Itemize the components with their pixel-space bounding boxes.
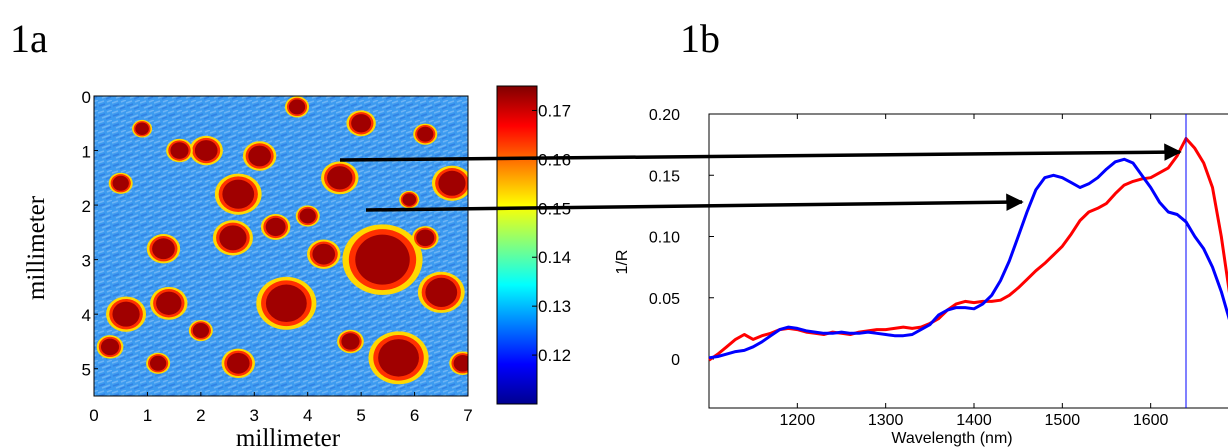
heatmap-y-tick-label: 1 — [82, 143, 91, 162]
heatmap-frame — [93, 95, 469, 397]
heat-spot — [194, 140, 218, 161]
spectrum-y-tick-label: 0.10 — [649, 230, 680, 247]
heatmap-x-tick-label: 2 — [196, 406, 205, 425]
colorbar: 0.170.160.150.140.130.12 — [496, 85, 571, 405]
spectrum-x-tick-label: 1400 — [956, 412, 992, 429]
heatmap-y-tick-label: 0 — [82, 88, 91, 107]
heat-spot — [355, 234, 410, 285]
spectrum-series — [708, 137, 1228, 362]
spectrum-series-line-2 — [708, 157, 1228, 360]
heat-spot — [351, 114, 372, 133]
heatmap-x-ticks: 0 1 2 3 4 5 6 7 — [89, 392, 473, 425]
panel-label-1a: 1a — [10, 16, 48, 61]
heat-spot — [100, 338, 120, 356]
spectrum-y-tick-label: 0.15 — [649, 168, 680, 185]
heatmap-y-ticks: 0 1 2 3 4 5 — [82, 88, 98, 380]
spectrum-x-tick-label: 1500 — [1045, 412, 1081, 429]
heatmap-x-tick-label: 3 — [250, 406, 259, 425]
heatmap-y-axis-label: millimeter — [23, 195, 50, 300]
colorbar-ticks: 0.170.160.150.140.130.12 — [532, 101, 571, 365]
spectrum-y-axis-label: 1/R — [614, 250, 631, 275]
heatmap-spots — [96, 96, 468, 385]
heat-spot — [438, 170, 466, 196]
heat-spot — [219, 225, 247, 251]
heatmap-y-tick-label: 4 — [82, 306, 91, 325]
heat-spot — [192, 323, 210, 339]
spectrum-x-axis-label: Wavelength (nm) — [891, 430, 1012, 447]
heatmap-y-tick-label: 5 — [82, 361, 91, 380]
heat-spot — [341, 333, 360, 350]
spectrum-y-tick-label: 0 — [671, 352, 680, 369]
heatmap-x-tick-label: 0 — [89, 406, 98, 425]
heat-spot — [112, 301, 140, 327]
heat-spot — [378, 339, 419, 377]
spectrum-x-tick-label: 1200 — [780, 412, 816, 429]
arrow-upper — [339, 143, 1182, 162]
spectrum-frame — [708, 113, 1228, 409]
heatmap-x-axis-label: millimeter — [236, 425, 341, 448]
heatmap-x-tick-label: 1 — [143, 406, 152, 425]
heat-spot — [170, 142, 189, 159]
heat-spot — [152, 238, 175, 260]
spectrum-x-tick-label: 1300 — [868, 412, 904, 429]
spectrum-panel: 1200 1300 1400 1500 1600 0 0.05 0.10 0.15 0.20 W… — [614, 107, 1228, 447]
spectrum-y-tick-label: 0.20 — [649, 107, 680, 124]
heat-spot — [288, 99, 306, 115]
colorbar-tick-label: 0.14 — [538, 248, 571, 267]
heatmap-x-tick-label: 6 — [410, 406, 419, 425]
heat-spot — [149, 355, 167, 371]
heat-spot — [453, 354, 468, 372]
colorbar-tick-label: 0.17 — [538, 101, 571, 120]
heat-spot — [222, 179, 255, 209]
heat-spot — [265, 284, 307, 323]
heat-spot — [265, 217, 286, 237]
heat-spot — [226, 352, 250, 374]
colorbar-tick-label: 0.16 — [538, 150, 571, 169]
heatmap-x-tick-label: 5 — [356, 406, 365, 425]
heat-spot — [299, 208, 316, 224]
arrow-lower — [365, 193, 1024, 212]
heatmap-y-tick-label: 3 — [82, 252, 91, 271]
heat-spot — [402, 193, 417, 206]
spectrum-x-ticks: 1200 1300 1400 1500 1600 — [780, 114, 1169, 429]
heat-spot — [327, 166, 353, 190]
heat-spot — [417, 126, 434, 142]
spectrum-y-ticks: 0 0.05 0.10 0.15 0.20 — [649, 107, 714, 369]
heat-spot — [416, 229, 435, 247]
heatmap-y-tick-label: 2 — [82, 197, 91, 216]
heatmap-x-tick-label: 4 — [303, 406, 312, 425]
spectrum-y-tick-label: 0.05 — [649, 291, 680, 308]
colorbar-gradient — [496, 85, 538, 405]
heat-spot — [112, 175, 129, 191]
panel-label-1b: 1b — [680, 16, 720, 61]
heatmap-panel: 0 1 2 3 4 5 6 7 0 1 2 3 4 5 millimeter millimeter — [23, 88, 473, 448]
colorbar-tick-label: 0.12 — [538, 346, 571, 365]
heat-spot — [312, 243, 336, 265]
colorbar-tick-label: 0.13 — [538, 297, 571, 316]
heatmap-x-tick-label: 7 — [463, 406, 472, 425]
heat-spot — [156, 291, 182, 315]
spectrum-x-tick-label: 1600 — [1133, 412, 1169, 429]
heat-spot — [248, 145, 271, 167]
heat-spot — [425, 277, 458, 307]
heat-spot — [135, 122, 149, 135]
